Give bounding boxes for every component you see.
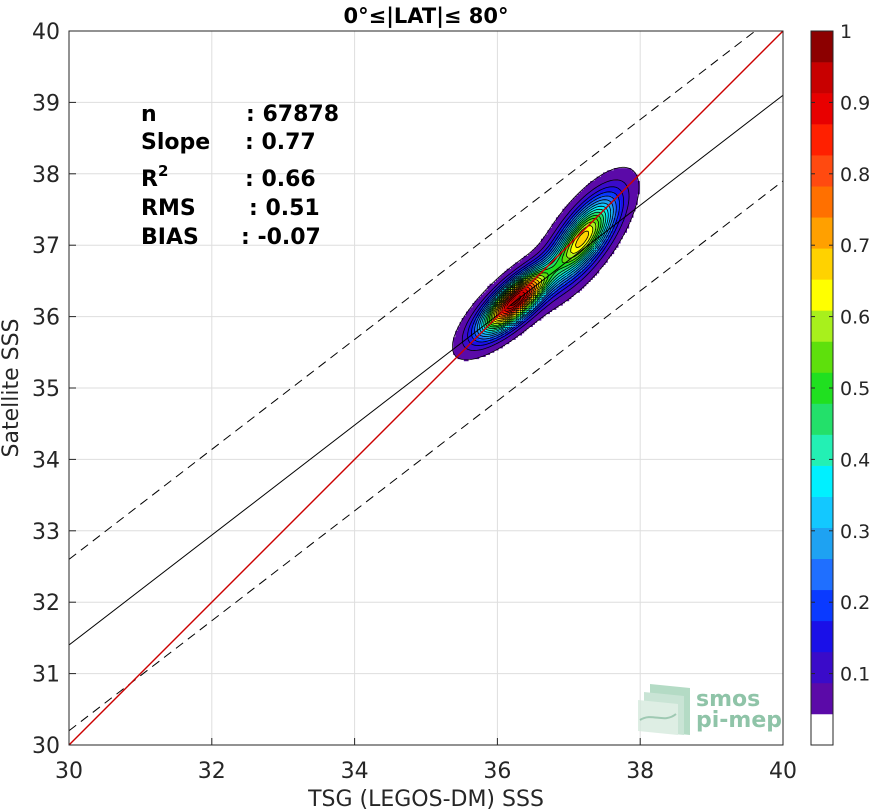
contour-line-11 <box>487 214 602 328</box>
contour-line-1 <box>451 166 640 361</box>
logo-text-line2: pi-mep <box>696 708 782 733</box>
colorbar-swatch-0 <box>811 713 833 746</box>
colorbar-swatch-18 <box>811 155 833 187</box>
y-tick-label-3: 33 <box>32 520 60 545</box>
reference-line-fit-lower <box>69 180 783 732</box>
colorbar-swatch-15 <box>811 248 833 280</box>
stat-bias-value: : -0.07 <box>241 225 321 250</box>
stat-r2-base: R <box>141 167 158 192</box>
colorbar-swatch-12 <box>811 341 833 373</box>
colorbar-swatch-19 <box>811 124 833 156</box>
colorbar-swatch-3 <box>811 620 833 653</box>
x-tick-label-4: 38 <box>626 759 654 784</box>
stat-slope-value: : 0.77 <box>245 130 316 155</box>
colorbar-swatch-13 <box>811 310 833 342</box>
stat-r2-sup: 2 <box>158 162 168 180</box>
statistics-box: n : 67878 Slope : 0.77 R2 : 0.66 RMS : 0… <box>141 102 339 250</box>
colorbar-tick-label-1: 0.2 <box>840 592 870 614</box>
stat-slope-label: Slope <box>141 130 210 155</box>
reference-line-identity <box>69 31 783 745</box>
colorbar-swatch-16 <box>811 217 833 249</box>
logo-text-line1: smos <box>696 687 760 712</box>
y-tick-label-4: 34 <box>32 448 60 473</box>
stat-rms-label: RMS <box>141 196 196 221</box>
contour-line-3 <box>467 186 624 346</box>
x-tick-label-1: 32 <box>198 759 226 784</box>
colorbar-swatch-17 <box>811 186 833 218</box>
y-tick-label-9: 39 <box>32 91 60 116</box>
stat-n-label: n <box>141 102 157 127</box>
colorbar-tick-label-4: 0.5 <box>840 378 870 400</box>
stat-n-value: : 67878 <box>246 102 339 127</box>
colorbar-swatch-7 <box>811 496 833 528</box>
stat-bias-label: BIAS <box>141 225 199 250</box>
x-tick-label-5: 40 <box>769 759 797 784</box>
colorbar-swatch-4 <box>811 589 833 622</box>
colorbar-swatch-10 <box>811 403 833 435</box>
y-tick-label-0: 30 <box>32 734 60 759</box>
contour-line-2 <box>461 179 630 351</box>
x-axis-label: TSG (LEGOS-DM) SSS <box>307 787 544 811</box>
colorbar-swatch-22 <box>811 31 833 63</box>
x-ticks: 30 32 34 36 38 40 <box>55 738 797 784</box>
colorbar-swatch-14 <box>811 279 833 311</box>
y-tick-label-5: 35 <box>32 377 60 402</box>
y-ticks: 30 31 32 33 34 35 36 37 38 39 40 <box>32 20 76 759</box>
colorbar-tick-label-6: 0.7 <box>840 235 870 257</box>
colorbar-swatch-2 <box>811 651 833 684</box>
colorbar-tick-label-5: 0.6 <box>840 307 870 329</box>
y-tick-label-10: 40 <box>32 20 60 45</box>
y-tick-label-2: 32 <box>32 591 60 616</box>
smos-pi-mep-logo: smos pi-mep <box>638 684 782 735</box>
reference-lines <box>69 31 783 745</box>
colorbar-swatch-9 <box>811 434 833 466</box>
colorbar: 0.1 0.2 0.3 0.4 0.5 0.6 0.7 0.8 0.9 1 <box>810 21 870 746</box>
grid <box>69 31 783 745</box>
colorbar-tick-label-2: 0.3 <box>840 521 870 543</box>
y-axis-label: Satellite SSS <box>0 319 24 458</box>
contour-line-6 <box>476 199 614 337</box>
colorbar-swatch-8 <box>811 465 833 497</box>
x-tick-label-3: 36 <box>483 759 511 784</box>
colorbar-tick-label-7: 0.8 <box>840 164 870 186</box>
y-tick-label-8: 38 <box>32 163 60 188</box>
colorbar-swatch-11 <box>811 372 833 404</box>
y-tick-label-6: 36 <box>32 306 60 331</box>
colorbar-swatch-1 <box>811 682 833 715</box>
colorbar-swatch-21 <box>811 62 833 94</box>
colorbar-swatch-6 <box>811 527 833 560</box>
stat-r2-label: R2 <box>141 162 168 192</box>
colorbar-swatch-5 <box>811 558 833 591</box>
y-tick-label-1: 31 <box>32 663 60 688</box>
contour-line-4 <box>471 191 620 343</box>
stat-r2-value: : 0.66 <box>245 167 316 192</box>
contour-line-5 <box>474 195 617 340</box>
y-tick-label-7: 37 <box>32 234 60 259</box>
x-tick-label-2: 34 <box>341 759 369 784</box>
reference-line-fit <box>69 94 783 646</box>
stat-rms-value: : 0.51 <box>249 196 320 221</box>
reference-line-fit-upper <box>69 31 757 560</box>
chart-title: 0°≤|LAT|≤ 80° <box>343 4 508 29</box>
colorbar-tick-label-9: 1 <box>840 21 852 43</box>
colorbar-swatch-20 <box>811 93 833 125</box>
x-tick-label-0: 30 <box>55 759 83 784</box>
logo-mark-icon <box>638 684 690 735</box>
colorbar-tick-label-8: 0.9 <box>840 92 870 114</box>
colorbar-tick-label-0: 0.1 <box>840 664 870 686</box>
colorbar-tick-label-3: 0.4 <box>840 449 870 471</box>
